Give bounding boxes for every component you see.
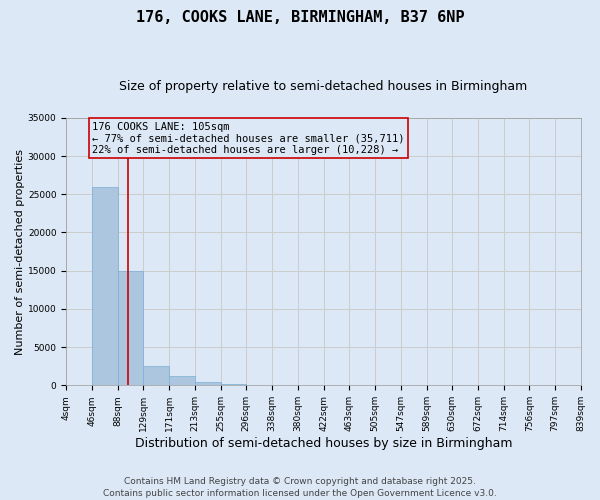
Bar xyxy=(221,384,246,386)
Bar xyxy=(169,376,195,386)
Bar xyxy=(246,384,272,386)
Text: 176, COOKS LANE, BIRMINGHAM, B37 6NP: 176, COOKS LANE, BIRMINGHAM, B37 6NP xyxy=(136,10,464,25)
Text: 176 COOKS LANE: 105sqm
← 77% of semi-detached houses are smaller (35,711)
22% of: 176 COOKS LANE: 105sqm ← 77% of semi-det… xyxy=(92,122,404,155)
Text: Contains HM Land Registry data © Crown copyright and database right 2025.
Contai: Contains HM Land Registry data © Crown c… xyxy=(103,476,497,498)
Bar xyxy=(195,382,221,386)
Bar xyxy=(143,366,169,386)
Bar xyxy=(118,270,143,386)
Y-axis label: Number of semi-detached properties: Number of semi-detached properties xyxy=(15,148,25,354)
Bar xyxy=(92,186,118,386)
Title: Size of property relative to semi-detached houses in Birmingham: Size of property relative to semi-detach… xyxy=(119,80,527,93)
X-axis label: Distribution of semi-detached houses by size in Birmingham: Distribution of semi-detached houses by … xyxy=(134,437,512,450)
